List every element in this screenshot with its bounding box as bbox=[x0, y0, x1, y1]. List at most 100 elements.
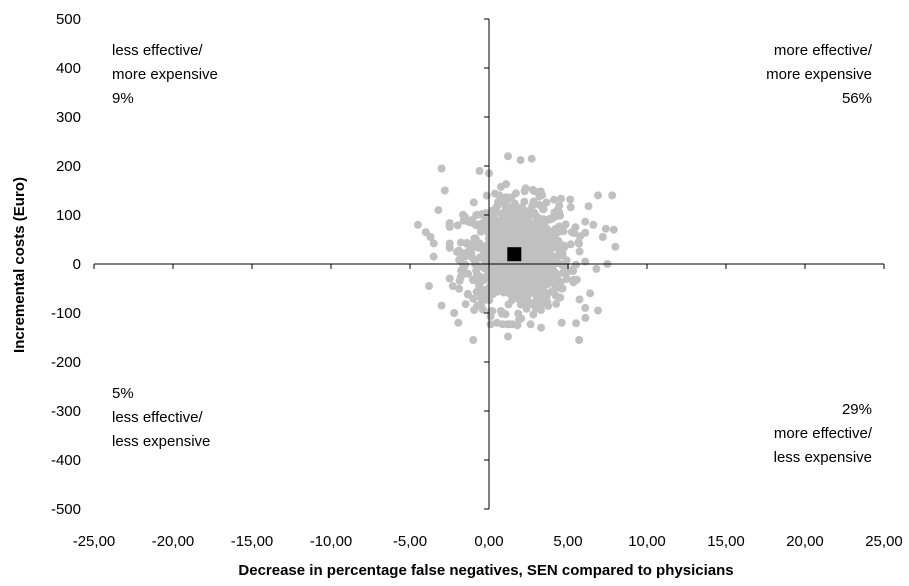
scatter-point bbox=[456, 238, 465, 247]
scatter-point bbox=[555, 242, 564, 251]
x-tick-label: -5,00 bbox=[393, 533, 427, 550]
scatter-point bbox=[495, 198, 504, 207]
scatter-point bbox=[516, 209, 525, 217]
quadrant-label-bottom-left: less expensive bbox=[112, 433, 210, 450]
scatter-point bbox=[549, 232, 558, 241]
y-tick-label: 0 bbox=[73, 256, 81, 273]
scatter-point bbox=[598, 233, 607, 241]
scatter-point bbox=[572, 260, 580, 269]
x-tick-label: -15,00 bbox=[231, 533, 274, 550]
scatter-point bbox=[557, 194, 565, 203]
quadrant-label-bottom-right: 29% bbox=[842, 401, 872, 418]
quadrant-label-top-right: more effective/ bbox=[774, 42, 873, 59]
y-tick-label: 200 bbox=[56, 158, 81, 175]
quadrant-label-top-right: 56% bbox=[842, 90, 872, 107]
scatter-point bbox=[566, 195, 575, 204]
scatter-point bbox=[537, 323, 546, 332]
y-tick-label: 100 bbox=[56, 207, 81, 224]
scatter-point bbox=[539, 205, 548, 214]
scatter-point bbox=[609, 225, 618, 234]
scatter-point bbox=[539, 256, 548, 264]
x-tick-label: -20,00 bbox=[152, 533, 195, 550]
scatter-point bbox=[571, 223, 580, 232]
scatter-point bbox=[508, 262, 517, 271]
scatter-point bbox=[480, 251, 488, 260]
scatter-point bbox=[575, 247, 584, 256]
scatter-point bbox=[464, 269, 473, 278]
scatter-point bbox=[493, 248, 502, 257]
scatter-point bbox=[496, 307, 505, 315]
scatter-point bbox=[542, 198, 551, 207]
scatter-point bbox=[502, 271, 511, 280]
x-tick-label: -25,00 bbox=[73, 533, 116, 550]
scatter-point bbox=[467, 249, 476, 258]
scatter-point bbox=[475, 239, 484, 248]
scatter-point bbox=[533, 293, 542, 302]
scatter-point bbox=[459, 210, 467, 219]
scatter-point bbox=[482, 191, 491, 200]
scatter-point bbox=[471, 274, 480, 283]
scatter-point bbox=[594, 306, 602, 315]
y-tick-label: -400 bbox=[51, 452, 81, 469]
scatter-point bbox=[581, 228, 590, 237]
scatter-point bbox=[516, 300, 525, 309]
scatter-point bbox=[440, 186, 449, 195]
scatter-point bbox=[426, 233, 435, 241]
scatter-point bbox=[495, 191, 504, 200]
scatter-point bbox=[471, 257, 480, 266]
scatter-point bbox=[434, 206, 443, 215]
scatter-point bbox=[581, 303, 590, 312]
scatter-point bbox=[453, 221, 462, 230]
x-tick-label: 25,00 bbox=[865, 533, 903, 550]
scatter-point bbox=[521, 264, 530, 273]
scatter-point bbox=[445, 221, 454, 229]
scatter-point bbox=[522, 304, 531, 313]
scatter-point bbox=[514, 293, 522, 302]
scatter-point bbox=[492, 318, 501, 327]
quadrant-label-top-right: more expensive bbox=[766, 66, 872, 83]
scatter-point bbox=[516, 156, 525, 165]
y-tick-label: 500 bbox=[56, 11, 81, 28]
scatter-point bbox=[507, 291, 516, 300]
quadrant-label-bottom-left: 5% bbox=[112, 385, 134, 402]
scatter-point bbox=[429, 252, 438, 261]
y-axis-title: Incremental costs (Euro) bbox=[11, 177, 28, 353]
scatter-point bbox=[575, 295, 584, 304]
scatter-point bbox=[518, 277, 527, 286]
scatter-point bbox=[542, 234, 551, 243]
scatter-point bbox=[525, 236, 534, 245]
scatter-point bbox=[492, 286, 501, 295]
scatter-point bbox=[491, 208, 500, 217]
quadrant-label-top-left: less effective/ bbox=[112, 42, 203, 59]
scatter-point bbox=[480, 221, 489, 230]
quadrant-labels: less effective/more expensive 9% more effe… bbox=[112, 42, 873, 466]
scatter-point bbox=[552, 252, 561, 261]
scatter-point bbox=[589, 220, 598, 229]
scatter-point bbox=[527, 154, 536, 163]
scatter-point bbox=[445, 274, 454, 283]
scatter-point bbox=[581, 313, 590, 322]
quadrant-label-bottom-left: less effective/ bbox=[112, 409, 203, 426]
scatter-point bbox=[504, 332, 512, 341]
scatter-point bbox=[445, 239, 454, 248]
x-tick-label: 20,00 bbox=[786, 533, 824, 550]
scatter-point bbox=[525, 251, 534, 260]
scatter-point bbox=[463, 289, 472, 298]
scatter-point bbox=[448, 282, 457, 291]
scatter-point bbox=[566, 203, 575, 212]
scatter-point bbox=[508, 202, 517, 211]
scatter-point bbox=[562, 275, 571, 283]
scatter-point bbox=[528, 201, 537, 210]
scatter-point bbox=[566, 240, 575, 249]
scatter-point bbox=[555, 222, 564, 231]
tick-layer: -25,00 -20,00 -15,00 -10,00 -5,00 0,00 5,00 10,… bbox=[51, 11, 903, 550]
scatter-point bbox=[563, 267, 572, 276]
scatter-point bbox=[450, 309, 459, 317]
scatter-point bbox=[475, 166, 484, 175]
scatter-point bbox=[499, 288, 508, 297]
scatter-point bbox=[511, 284, 519, 293]
scatter-point bbox=[575, 239, 583, 248]
scatter-point bbox=[546, 214, 555, 223]
scatter-point bbox=[486, 256, 495, 265]
